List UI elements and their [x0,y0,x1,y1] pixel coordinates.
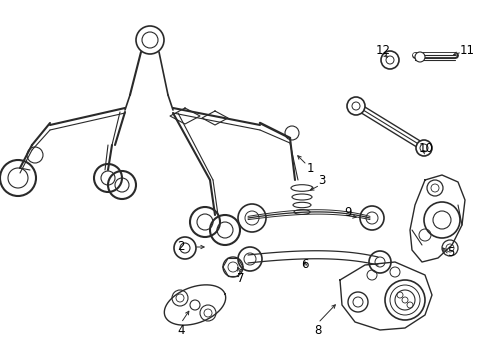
Text: 9: 9 [344,207,351,220]
Text: 7: 7 [237,271,244,284]
Text: 8: 8 [314,324,321,337]
Text: 4: 4 [177,324,184,338]
Text: 11: 11 [459,44,473,57]
Text: 12: 12 [375,44,390,57]
Text: 6: 6 [301,258,308,271]
Circle shape [380,51,398,69]
Text: 3: 3 [318,175,325,188]
Text: 5: 5 [447,247,454,260]
Circle shape [414,52,424,62]
Text: 1: 1 [305,162,313,175]
Circle shape [415,140,431,156]
Circle shape [346,97,364,115]
Text: 10: 10 [418,143,432,156]
Text: 2: 2 [177,240,184,253]
